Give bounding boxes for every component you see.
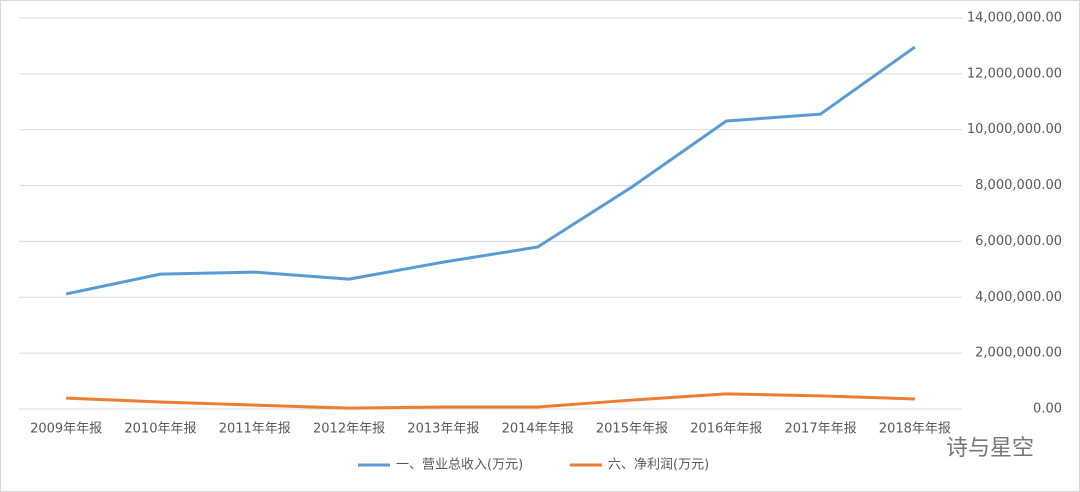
- x-tick-label: 2015年年报: [596, 422, 668, 437]
- watermark: 诗与星空: [946, 436, 1034, 461]
- x-tick-label: 2013年年报: [407, 422, 479, 437]
- y-tick-label: 8,000,000.00: [975, 178, 1062, 193]
- y-tick-label: 14,000,000.00: [967, 11, 1062, 26]
- x-tick-label: 2012年年报: [313, 422, 385, 437]
- y-tick-label: 4,000,000.00: [975, 290, 1062, 305]
- y-tick-label: 2,000,000.00: [975, 346, 1062, 361]
- y-tick-label: 0.00: [1033, 402, 1062, 417]
- y-tick-label: 12,000,000.00: [967, 66, 1062, 81]
- x-tick-label: 2016年年报: [690, 422, 762, 437]
- y-tick-label: 10,000,000.00: [967, 122, 1062, 137]
- x-tick-label: 2011年年报: [219, 422, 291, 437]
- x-tick-label: 2018年年报: [879, 422, 951, 437]
- x-tick-label: 2009年年报: [30, 422, 102, 437]
- y-tick-label: 6,000,000.00: [975, 234, 1062, 249]
- x-tick-label: 2010年年报: [124, 422, 196, 437]
- legend-label: 一、营业总收入(万元): [396, 458, 523, 473]
- series-line: [66, 392, 915, 410]
- legend-label: 六、净利润(万元): [608, 458, 709, 473]
- x-tick-label: 2014年年报: [502, 422, 574, 437]
- x-tick-label: 2017年年报: [785, 422, 857, 437]
- series-line: [65, 45, 916, 296]
